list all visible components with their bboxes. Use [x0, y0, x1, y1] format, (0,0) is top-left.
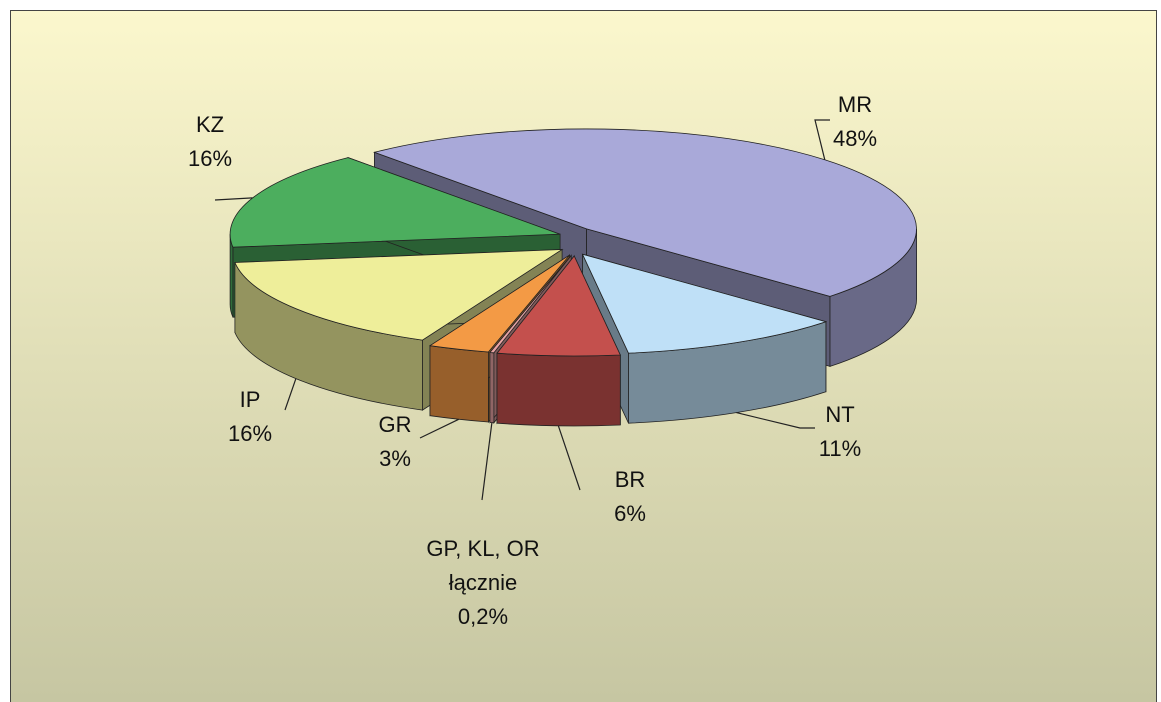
slice [229, 157, 561, 248]
leader-line [814, 119, 830, 160]
slice-label: NT [825, 402, 855, 427]
slice-wall [489, 352, 495, 424]
slice-wall [496, 352, 621, 427]
slice-label: BR [614, 467, 646, 492]
slice-group [581, 253, 828, 424]
slice-label: KZ [195, 112, 225, 137]
slice-label: IP [239, 387, 261, 412]
slice-label: GR [378, 412, 412, 437]
slice-value-label: 16% [187, 146, 233, 171]
slice [428, 254, 570, 353]
slice-value-label: 0,2% [457, 604, 509, 629]
slice-label: GP, KL, OR łącznie [426, 536, 540, 595]
slice-value-label: 16% [227, 421, 273, 446]
slice-value-label: 48% [832, 126, 878, 151]
slice [234, 249, 564, 341]
leader-line [284, 378, 297, 411]
leader-line [214, 197, 253, 201]
leader-line [481, 422, 493, 501]
slice-value-label: 6% [614, 501, 646, 526]
leader-line [419, 418, 459, 439]
slice-group [496, 254, 621, 427]
leader-line [557, 425, 581, 491]
slice [581, 253, 828, 354]
slice-value-label: 11% [818, 436, 862, 461]
slice [496, 255, 621, 357]
slice [489, 255, 572, 354]
slice-label: MR [837, 92, 873, 117]
leader-line [736, 412, 815, 429]
slice-value-label: 3% [379, 446, 411, 471]
